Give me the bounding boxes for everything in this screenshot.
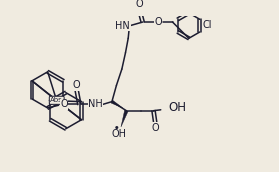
Text: O: O — [151, 123, 159, 133]
Text: Abs: Abs — [50, 97, 63, 103]
Text: Cl: Cl — [203, 20, 212, 30]
Text: O: O — [73, 80, 80, 90]
Text: O: O — [60, 99, 68, 109]
Text: O: O — [135, 0, 143, 9]
Polygon shape — [111, 100, 123, 108]
Text: OH: OH — [112, 129, 127, 139]
Text: O: O — [154, 17, 162, 27]
Text: NH: NH — [88, 99, 103, 109]
Polygon shape — [121, 110, 128, 127]
Text: OH: OH — [168, 101, 186, 115]
Text: HN: HN — [116, 21, 130, 31]
Text: ●: ● — [115, 126, 118, 130]
